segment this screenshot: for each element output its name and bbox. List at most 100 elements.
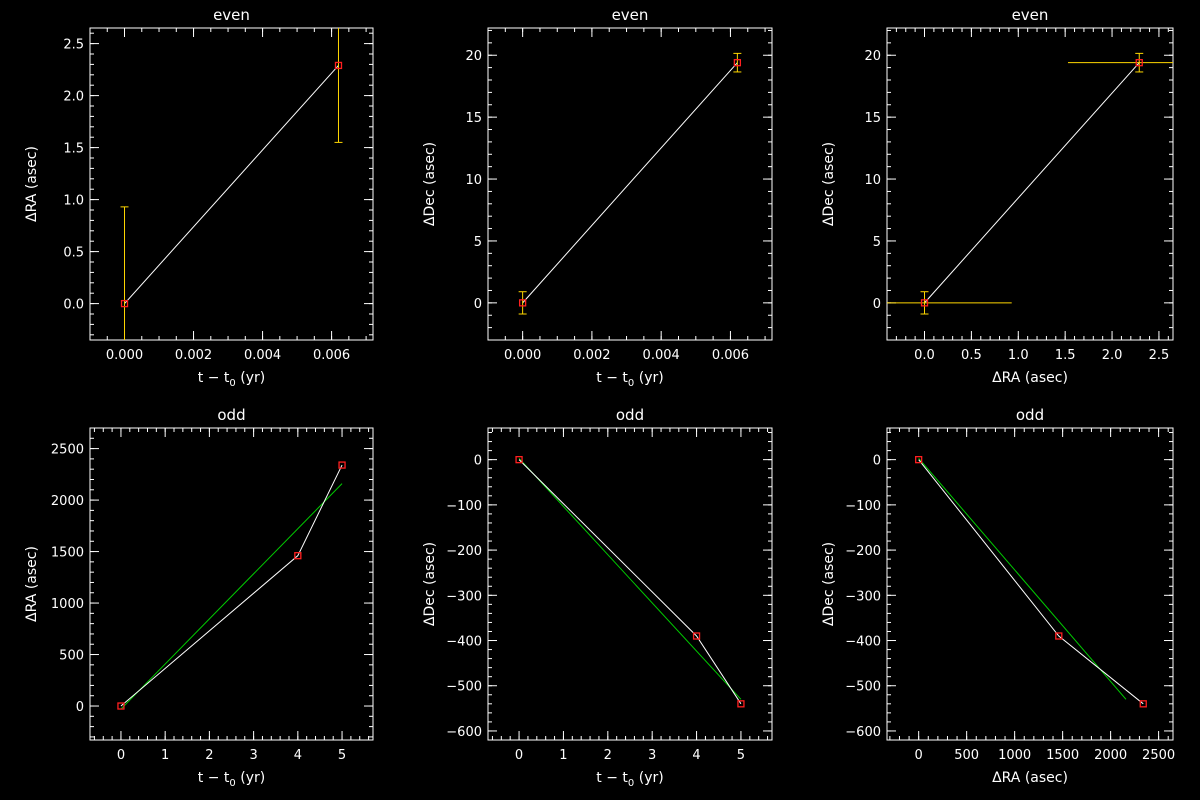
data-layer: [515, 456, 745, 708]
x-tick-label: 0: [117, 748, 125, 763]
y-tick-label: 20: [465, 49, 482, 64]
data-point: [1055, 632, 1063, 640]
y-axis-label: ΔDec (asec): [821, 542, 837, 626]
data-point: [120, 299, 129, 308]
y-tick-label: −300: [446, 589, 482, 604]
x-axis-label-main: ΔRA (asec): [992, 770, 1068, 786]
x-tick-label: 5: [737, 748, 745, 763]
fit-line: [120, 483, 343, 710]
panel-title: even: [1012, 6, 1049, 24]
y-tick-label: 5: [873, 235, 881, 250]
panel-6: 0 500 1000 1500 2000 2500 0 −100 −200 −300 −400 −50…: [821, 406, 1175, 786]
x-tick-label: 0.006: [712, 348, 749, 363]
y-tick-label: −100: [845, 499, 881, 514]
y-tick-label: 0: [474, 297, 482, 312]
panel-3: 0.0 0.5 1.0 1.5 2.0 2.5 0 5 10 15 20 even ΔRA (asec)…: [821, 6, 1174, 386]
y-tick-label: 10: [864, 173, 881, 188]
data-point: [733, 59, 742, 67]
x-tick-label: 4: [692, 748, 700, 763]
x-axis-label: ΔRA (asec): [992, 770, 1068, 786]
x-axis-label-main: t − t: [596, 370, 628, 386]
fit-line: [518, 457, 742, 700]
x-tick-label: 0.002: [175, 348, 212, 363]
panel-title: even: [612, 6, 649, 24]
x-tick-label: 1.0: [1008, 348, 1029, 363]
x-tick-label: 0: [515, 748, 523, 763]
panel-title: odd: [217, 406, 245, 424]
x-tick-label: 0.004: [643, 348, 680, 363]
x-tick-label: 0.5: [961, 348, 982, 363]
data-line: [918, 459, 1144, 705]
data-point: [915, 456, 923, 464]
data-point: [338, 461, 346, 469]
data-point: [1139, 700, 1147, 708]
data-line: [120, 464, 343, 707]
data-point: [294, 552, 302, 560]
y-tick-label: 2.0: [63, 90, 84, 105]
x-tick-label: 5: [338, 748, 346, 763]
y-tick-label: −400: [446, 635, 482, 650]
x-tick-label: 500: [954, 748, 979, 763]
data-line: [124, 65, 339, 304]
data-point: [1135, 59, 1143, 67]
x-tick-label: 2.0: [1102, 348, 1123, 363]
x-axis-label: ΔRA (asec): [992, 370, 1068, 386]
x-axis-label-main: t − t: [596, 770, 628, 786]
y-tick-label: −100: [446, 499, 482, 514]
y-tick-label: 20: [864, 49, 881, 64]
data-layer: [518, 52, 742, 315]
y-tick-label: 2000: [51, 494, 84, 509]
data-point: [515, 456, 523, 464]
data-point: [334, 61, 343, 70]
data-point: [117, 702, 125, 710]
x-axis-label-main: t − t: [198, 770, 230, 786]
panel-title: odd: [616, 406, 644, 424]
plot-frame: [886, 427, 1174, 741]
x-tick-label: 3: [249, 748, 257, 763]
x-axis-label-sub: 0: [628, 778, 634, 789]
plot-frame: [487, 427, 773, 741]
fit-line: [918, 457, 1127, 700]
x-tick-label: 0: [915, 748, 923, 763]
x-tick-label: 1: [161, 748, 169, 763]
x-axis-label-sub: 0: [229, 378, 235, 389]
panel-title: even: [213, 6, 250, 24]
x-tick-label: 0.000: [106, 348, 143, 363]
data-line: [522, 62, 738, 304]
y-tick-label: −200: [845, 544, 881, 559]
y-tick-label: 0: [474, 454, 482, 469]
x-tick-label: 4: [294, 748, 302, 763]
y-axis-label: ΔDec (asec): [821, 142, 837, 226]
plot-frame: [89, 427, 374, 741]
y-tick-label: −200: [446, 544, 482, 559]
y-tick-label: −500: [845, 680, 881, 695]
x-tick-label: 0.0: [914, 348, 935, 363]
x-tick-label: 2500: [1142, 748, 1175, 763]
y-tick-label: 15: [465, 111, 482, 126]
x-tick-label: 0.006: [313, 348, 350, 363]
x-tick-label: 2000: [1094, 748, 1127, 763]
data-point: [920, 299, 929, 307]
x-axis-label-tail: (yr): [236, 370, 265, 386]
y-tick-label: −300: [845, 589, 881, 604]
x-tick-label: 0.004: [244, 348, 281, 363]
x-axis-label-tail: (yr): [634, 370, 663, 386]
data-layer: [887, 52, 1173, 315]
x-axis-label: t − t0 (yr): [596, 770, 663, 789]
y-tick-label: 0.0: [63, 298, 84, 313]
x-axis-label-main: t − t: [198, 370, 230, 386]
y-tick-label: 500: [59, 649, 84, 664]
x-tick-label: 3: [648, 748, 656, 763]
x-tick-label: 2: [205, 748, 213, 763]
y-axis-label: ΔRA (asec): [24, 546, 40, 622]
y-axis-label: ΔRA (asec): [24, 146, 40, 222]
y-tick-label: 1.0: [63, 194, 84, 209]
y-tick-label: −500: [446, 680, 482, 695]
x-tick-label: 1500: [1046, 748, 1079, 763]
y-tick-label: 15: [864, 111, 881, 126]
